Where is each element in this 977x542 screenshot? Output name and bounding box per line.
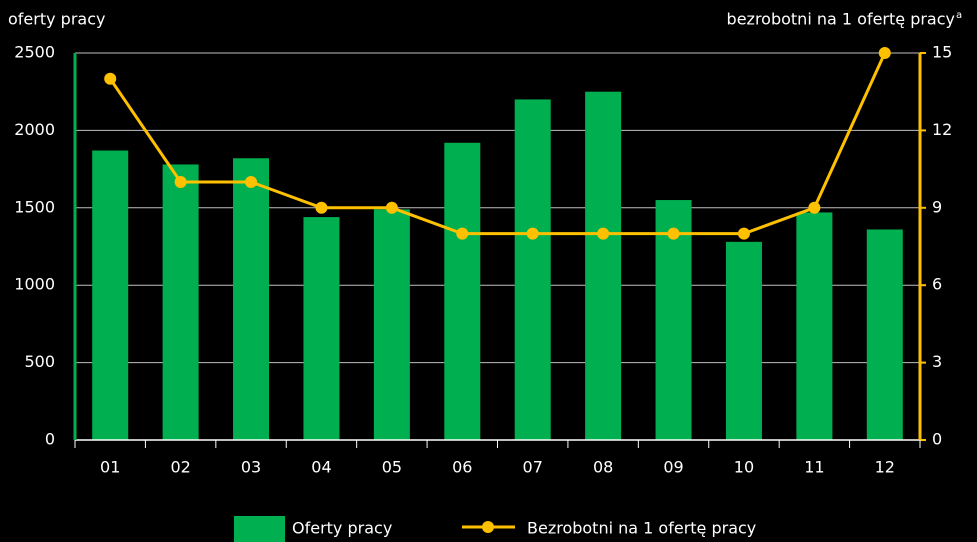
bar [92,150,129,441]
legend-label: Oferty pracy [292,519,392,538]
bar [655,200,692,440]
y-axis-label: oferty pracy [8,10,105,29]
y-tick-label: 2000 [14,120,55,139]
line-point [456,227,469,240]
bar [373,209,410,440]
y2-axis-label: bezrobotni na 1 ofertę pracy [727,10,955,29]
x-tick-label: 12 [875,458,895,477]
y2-tick-label: 6 [932,275,942,294]
legend-label: Bezrobotni na 1 ofertę pracy [527,519,756,538]
line [108,52,887,236]
y-tick-label: 1000 [14,275,55,294]
y-tick-label: 2500 [14,43,55,62]
x-tick-label: 11 [804,458,824,477]
line-point [104,72,117,85]
x-tick-label: 08 [593,458,613,477]
x-tick-label: 06 [452,458,472,477]
bar [162,164,199,440]
x-tick-label: 03 [241,458,261,477]
y-tick-label: 1500 [14,197,55,216]
line-point [526,227,539,240]
x-tick-label: 01 [100,458,120,477]
x-tick-label: 04 [311,458,331,477]
x-tick-label: 09 [663,458,683,477]
bar [303,217,340,440]
x-tick-label: 10 [734,458,754,477]
bar [725,241,762,440]
line-point [667,227,680,240]
y2-tick-label: 12 [932,120,952,139]
bar [866,229,903,440]
y2-tick-label: 0 [932,430,942,449]
line-point [315,201,328,214]
y-tick-label: 500 [24,352,55,371]
line-point [597,227,610,240]
line-point [385,201,398,214]
bar [585,91,622,440]
bar [444,142,481,440]
line-point [737,227,750,240]
line-point [245,176,258,188]
x-tick-label: 05 [382,458,402,477]
bar [514,99,551,440]
line-point [878,47,891,59]
legend-swatch [482,521,494,533]
y2-axis-label-note: a [956,10,962,21]
bar [233,158,270,440]
line-point [808,201,821,214]
y2-tick-label: 15 [932,43,952,62]
y2-tick-label: 9 [932,197,942,216]
line-point [174,176,187,188]
x-tick-label: 07 [523,458,543,477]
bar [796,212,833,440]
y2-tick-label: 3 [932,352,942,371]
legend-swatch [234,516,285,542]
x-tick-label: 02 [170,458,190,477]
y-tick-label: 0 [45,430,55,449]
